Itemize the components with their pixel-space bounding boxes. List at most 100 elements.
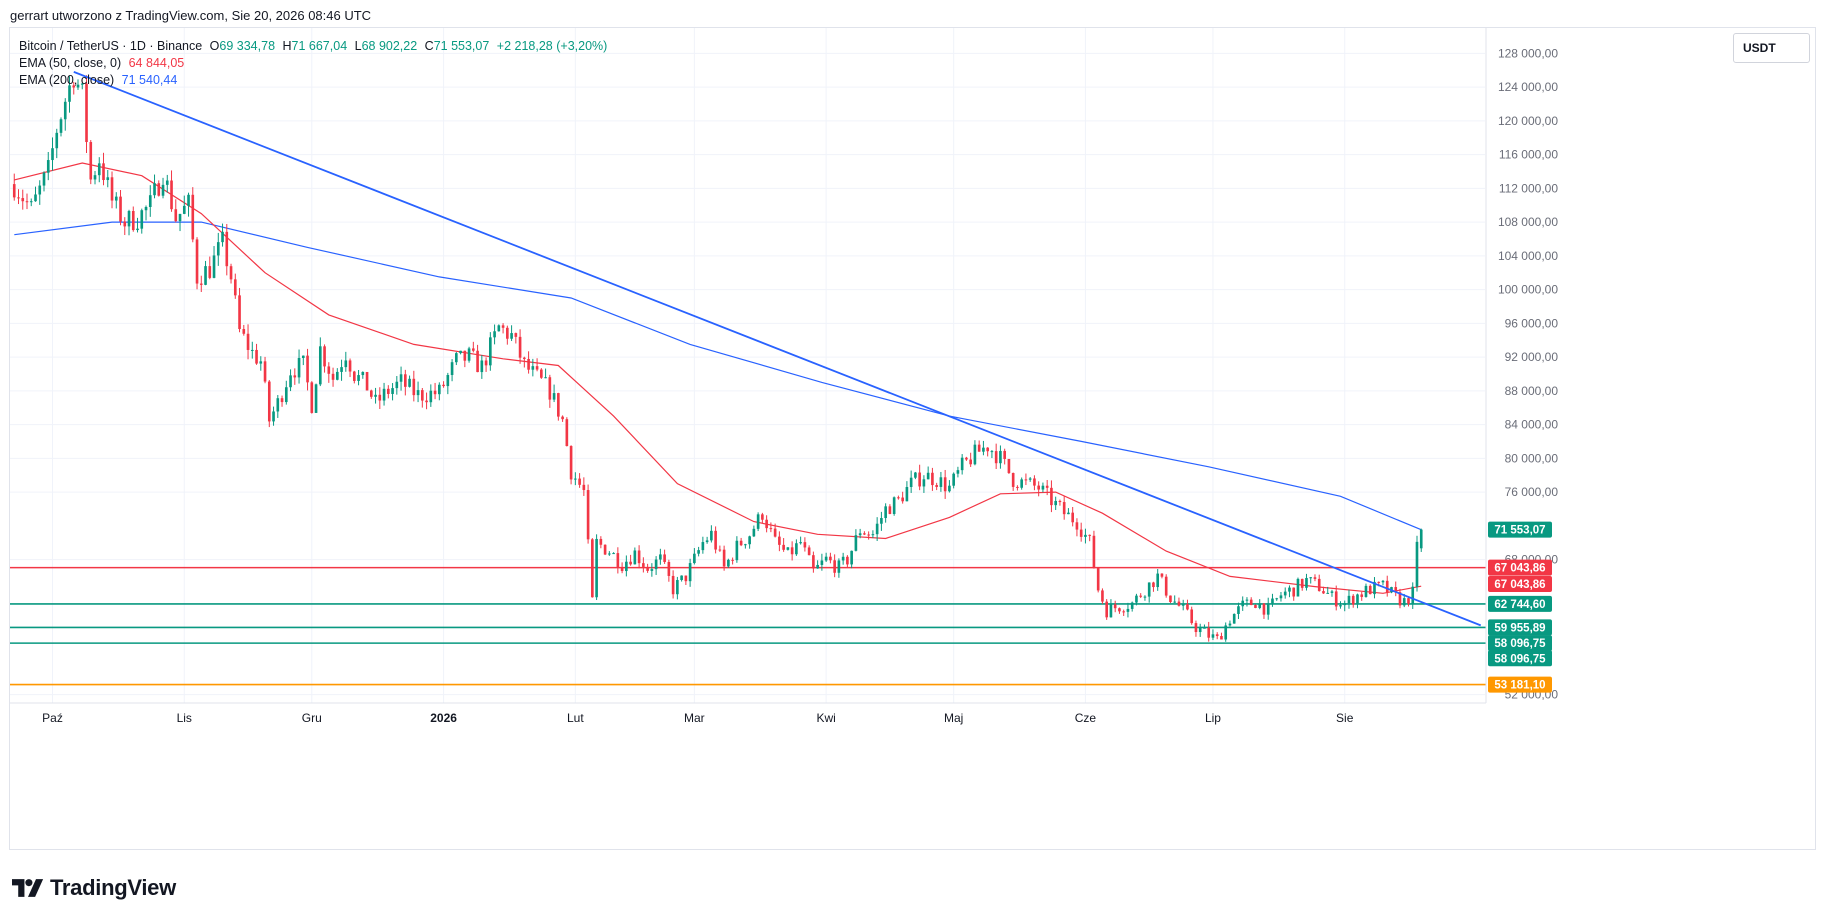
candle-body — [136, 228, 139, 231]
time-tick-label: Kwi — [816, 711, 835, 725]
price-tag-label: 71 553,07 — [1494, 525, 1545, 537]
candle-body — [335, 371, 339, 380]
candle-body — [999, 450, 1002, 464]
candle-body — [765, 519, 768, 529]
candle-body — [514, 333, 518, 337]
legend-ema50-label[interactable]: EMA (50, close, 0) — [19, 56, 122, 70]
candle-body — [1126, 608, 1130, 612]
candle-body — [255, 349, 258, 364]
candle-body — [523, 357, 526, 359]
candle-body — [306, 355, 309, 383]
candle-body — [1203, 627, 1206, 629]
candle-body — [318, 346, 322, 385]
candle-body — [710, 530, 713, 541]
candle-body — [790, 547, 794, 555]
candle-body — [1245, 599, 1249, 601]
candle-body — [1181, 604, 1185, 606]
candle-body — [344, 360, 348, 368]
price-tick-label: 88 000,00 — [1505, 384, 1559, 398]
candle-body — [114, 196, 118, 201]
legend-open-label: O — [209, 39, 220, 53]
candle-body — [1317, 578, 1321, 592]
legend-ema50-row[interactable]: EMA (50, close, 0) 64 844,05 — [19, 56, 184, 70]
candle-body — [382, 388, 386, 401]
candle-body — [1024, 479, 1028, 481]
candle-body — [446, 375, 450, 387]
candle-body — [1143, 596, 1147, 598]
legend-ema200-row[interactable]: EMA (200, close) 71 540,44 — [19, 73, 177, 87]
candle-body — [476, 350, 479, 373]
price-tag-label: 67 043,86 — [1494, 579, 1545, 591]
candle-body — [76, 84, 80, 88]
candle-body — [918, 472, 921, 487]
candle-body — [148, 195, 152, 208]
legend-symbol[interactable]: Bitcoin / TetherUS · 1D · Binance — [19, 39, 203, 53]
candle-body — [795, 543, 798, 555]
candle-body — [799, 542, 802, 544]
legend-ema200-label[interactable]: EMA (200, close) — [19, 73, 115, 87]
candle-body — [1237, 606, 1240, 614]
candle-body — [620, 567, 624, 572]
candle-body — [212, 255, 216, 278]
price-tick-label: 116 000,00 — [1499, 148, 1558, 162]
candle-body — [803, 542, 807, 548]
candle-body — [34, 194, 37, 202]
candle-body — [216, 242, 220, 256]
candle-body — [119, 196, 122, 222]
candle-body — [578, 478, 581, 485]
candle-body — [1377, 581, 1381, 583]
candle-body — [935, 485, 938, 487]
legend-high-label: H — [282, 39, 292, 53]
candle-body — [612, 553, 615, 555]
candle-body — [1075, 522, 1079, 530]
candle-body — [990, 451, 994, 453]
candle-body — [433, 390, 437, 395]
candle-body — [263, 361, 267, 382]
candle-body — [361, 371, 365, 376]
price-tag-box — [1488, 676, 1552, 693]
candle-body — [442, 384, 445, 387]
candle-body — [633, 550, 637, 565]
candle-body — [395, 381, 399, 389]
time-axis: Paź Lis Gru 2026 Lut Mar Kwi Maj Cze Lip Sie — [10, 702, 1486, 725]
candle-body — [739, 540, 743, 546]
candle-body — [297, 357, 301, 378]
candle-body — [1028, 478, 1032, 480]
candle-body — [1271, 598, 1274, 604]
horizontal-levels — [10, 566, 1486, 686]
candle-body — [510, 333, 513, 339]
candle-body — [646, 566, 649, 571]
tradingview-logo[interactable]: TradingView — [12, 875, 176, 901]
price-tick-label: 80 000,00 — [1505, 451, 1559, 465]
candle-body — [276, 398, 280, 412]
candle-body — [123, 221, 127, 227]
candle-body — [438, 384, 441, 395]
time-tick-label: Sie — [1336, 711, 1354, 725]
candle-body — [922, 479, 926, 487]
candle-body — [1356, 594, 1359, 605]
candle-body — [897, 497, 900, 499]
candle-body — [153, 183, 156, 196]
candle-body — [1398, 592, 1402, 606]
price-tick-label: 108 000,00 — [1498, 215, 1558, 229]
time-tick-label: 2026 — [430, 711, 457, 725]
legend-symbol-row[interactable]: Bitcoin / TetherUS · 1D · Binance O69 33… — [19, 39, 607, 53]
candle-body — [174, 209, 178, 222]
candle-body — [408, 378, 411, 387]
candle-body — [629, 561, 632, 565]
candle-body — [1054, 500, 1057, 506]
ema200-line — [14, 221, 1422, 531]
candle-body — [199, 283, 203, 285]
candle-body — [459, 350, 462, 354]
candle-body — [1411, 586, 1415, 604]
candle-body — [1296, 578, 1300, 597]
candle-body — [531, 366, 535, 370]
candle-body — [608, 553, 611, 555]
price-tag-box — [1488, 559, 1552, 576]
candle-body — [693, 553, 696, 564]
candle-body — [72, 85, 76, 88]
currency-unit-button[interactable]: USDT — [1733, 33, 1810, 63]
candle-body — [1105, 601, 1109, 618]
candle-body — [1194, 623, 1198, 633]
